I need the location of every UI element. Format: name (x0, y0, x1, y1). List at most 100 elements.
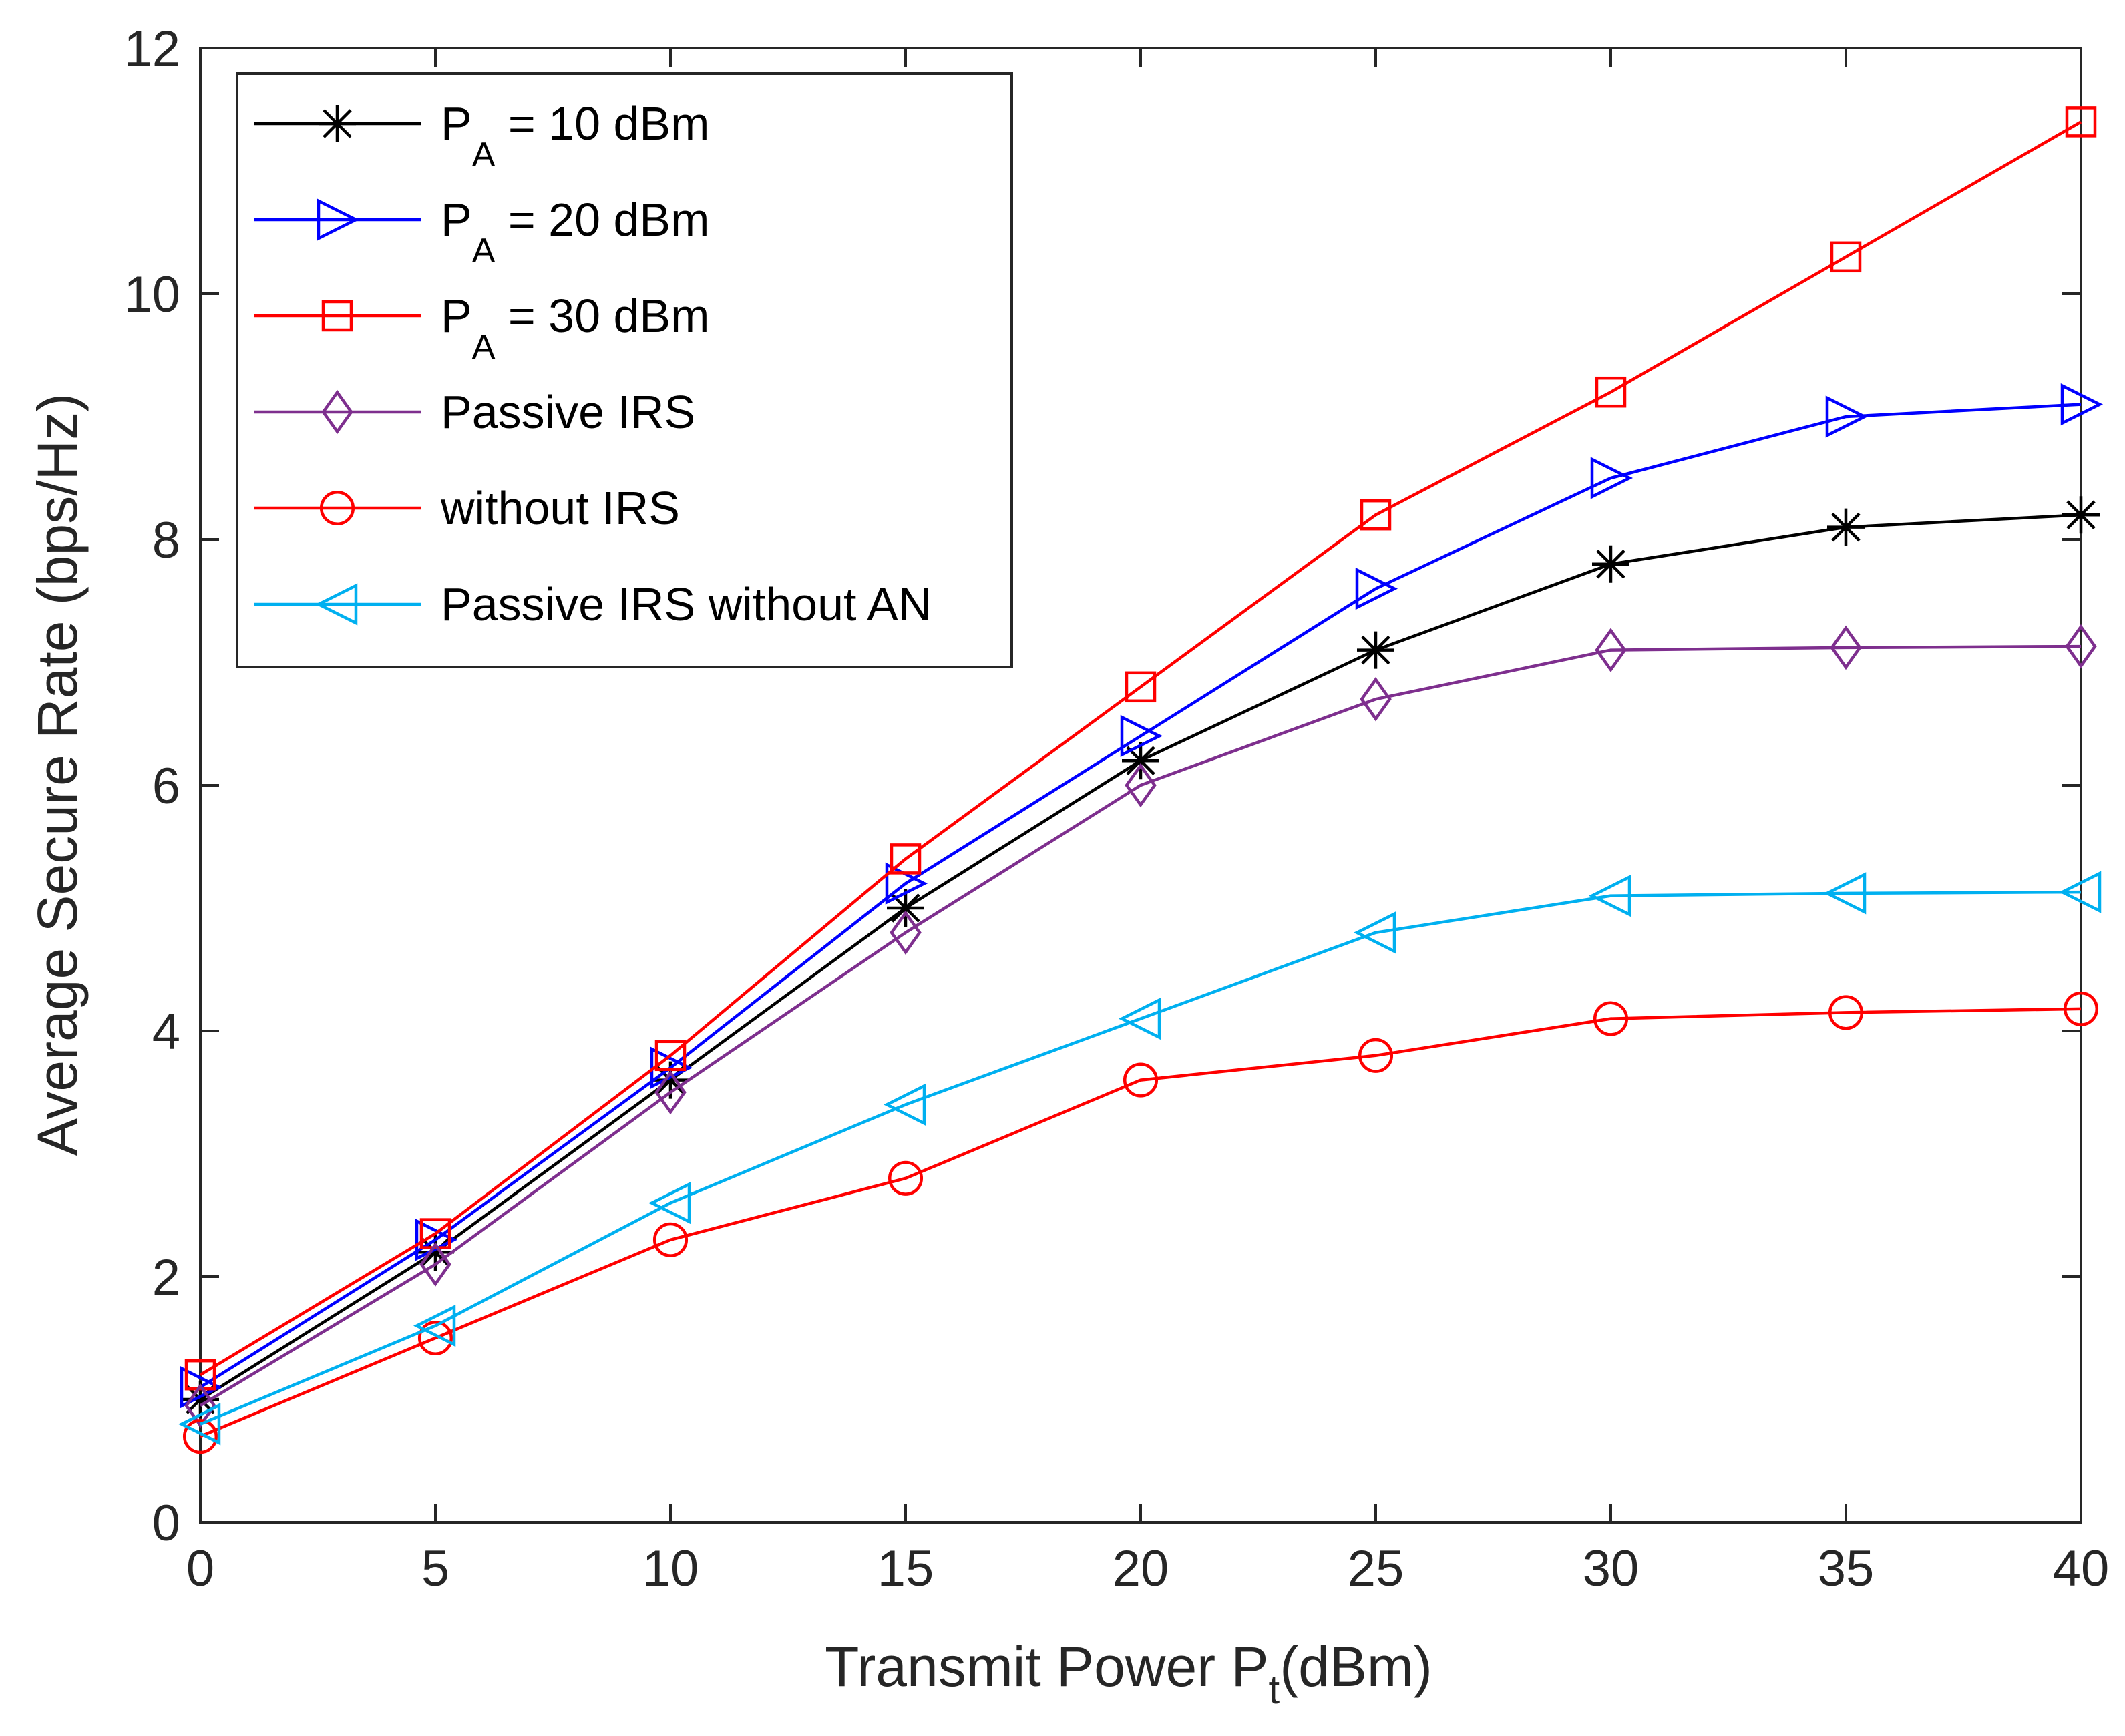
marker-shape (654, 1040, 687, 1072)
data-point (1118, 997, 1161, 1040)
marker-shape (2063, 991, 2099, 1026)
marker-shape (2065, 106, 2097, 138)
data-point (1360, 499, 1392, 531)
marker-shape (182, 1419, 218, 1454)
data-point (1588, 874, 1631, 917)
data-point (419, 1242, 451, 1287)
marker-shape (1590, 457, 1633, 499)
marker-shape (1355, 567, 1398, 610)
x-axis-title-suffix: (dBm) (1280, 1635, 1432, 1698)
series-line (200, 1007, 2082, 1438)
marker-shape (413, 1304, 456, 1347)
series-line (199, 120, 2082, 1377)
legend-item: PA = 30 dBm (254, 290, 709, 367)
marker-shape (883, 1083, 926, 1126)
data-point (887, 889, 924, 927)
legend-label-main: P (441, 290, 472, 342)
legend-label-main: Passive IRS (441, 386, 695, 438)
y-tick-label: 4 (152, 1004, 180, 1060)
legend-item: Passive IRS without AN (254, 578, 932, 630)
marker-stroke (1831, 512, 1861, 542)
legend-marker (319, 105, 356, 142)
y-tick-label: 12 (124, 21, 180, 77)
x-axis-title: Transmit Power Pt(dBm) (825, 1635, 1432, 1712)
data-point (2062, 496, 2100, 534)
series-3 (184, 106, 2097, 1391)
marker-shape (1125, 671, 1157, 703)
data-point (184, 1359, 216, 1391)
data-point (1593, 1001, 1629, 1036)
marker-shape (2060, 383, 2104, 426)
marker-shape (890, 843, 922, 875)
legend-marker (319, 490, 355, 526)
data-point (1827, 508, 1865, 546)
marker-shape (890, 910, 922, 955)
marker-shape (417, 1320, 453, 1356)
data-point (1595, 628, 1627, 672)
legend-label: PA = 30 dBm (441, 290, 709, 367)
x-axis-title-subscript: t (1269, 1667, 1280, 1712)
data-point (417, 1320, 453, 1356)
data-point (1592, 545, 1629, 583)
data-point (1120, 714, 1163, 758)
data-point (1125, 671, 1157, 703)
data-point (1830, 625, 1862, 670)
legend-label-subscript: A (472, 232, 496, 270)
series-layer (178, 106, 2104, 1454)
y-tick-label: 0 (152, 1495, 180, 1552)
data-point (1125, 763, 1157, 808)
y-tick-label: 8 (152, 512, 180, 569)
marker-shape (1595, 628, 1627, 672)
x-tick-label: 10 (642, 1540, 699, 1597)
series-line (199, 403, 2082, 1389)
marker-shape (1120, 714, 1163, 758)
data-point (419, 1218, 451, 1249)
data-point (890, 843, 922, 875)
marker-shape (1360, 676, 1392, 722)
data-point (2065, 624, 2097, 669)
legend-label-rest: = 30 dBm (495, 290, 709, 342)
data-point (883, 1083, 926, 1126)
marker-shape (888, 1160, 924, 1196)
x-tick-label: 20 (1113, 1540, 1169, 1597)
marker-shape (2058, 871, 2102, 913)
data-point (1360, 676, 1392, 722)
data-point (652, 1222, 689, 1257)
marker-shape (321, 389, 353, 435)
marker-shape (2065, 624, 2097, 669)
marker-shape (1125, 763, 1157, 808)
legend-label-main: Passive IRS without AN (441, 578, 932, 630)
legend-label: without IRS (440, 482, 680, 534)
series-2 (180, 383, 2104, 1409)
marker-stroke (323, 109, 352, 138)
legend-item: Passive IRS (254, 386, 695, 438)
data-point (1825, 395, 1869, 438)
x-tick-label: 25 (1348, 1540, 1404, 1597)
data-point (654, 1040, 687, 1072)
marker-stroke (2066, 500, 2096, 529)
legend-label: Passive IRS (441, 386, 695, 438)
series-6 (178, 871, 2102, 1446)
data-point (890, 910, 922, 955)
marker-shape (1595, 376, 1627, 408)
marker-shape (180, 1365, 223, 1409)
data-point (1590, 457, 1633, 499)
x-tick-label: 15 (878, 1540, 934, 1597)
legend-label-subscript: A (472, 136, 496, 174)
data-point (178, 1403, 221, 1446)
data-point (180, 1365, 223, 1409)
data-point (1357, 631, 1394, 669)
legend-item: PA = 10 dBm (254, 97, 709, 174)
data-point (1358, 1038, 1394, 1073)
legend-label: Passive IRS without AN (441, 578, 932, 630)
legend-label-main: without IRS (440, 482, 680, 534)
legend-label: PA = 10 dBm (441, 97, 709, 174)
y-axis-title: Average Secure Rate (bps/Hz) (26, 393, 89, 1156)
marker-shape (1353, 911, 1396, 954)
marker-stroke (1596, 550, 1625, 579)
marker-shape (1123, 1062, 1159, 1098)
marker-shape (1830, 625, 1862, 670)
legend-box (236, 72, 1013, 668)
data-point (1823, 872, 1867, 915)
